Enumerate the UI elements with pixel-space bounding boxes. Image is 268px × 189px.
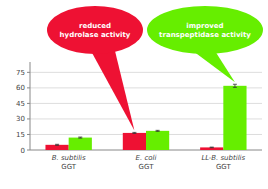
category-label-line: B. subtilis: [52, 154, 86, 162]
category-label: E. coliGGT: [136, 154, 157, 171]
tick-label: 0: [21, 147, 25, 155]
annotation: reducedhydrolase activity: [60, 22, 131, 39]
category-label-line: E. coli: [136, 154, 157, 162]
bar: [223, 86, 246, 150]
error-bar: [156, 130, 160, 131]
speech-bubble: [147, 6, 263, 54]
y-axis: [30, 62, 31, 150]
chart: 01530456075B. subtilisGGTE. coliGGTLL-B.…: [0, 0, 268, 189]
bar: [200, 147, 223, 150]
error-bar: [210, 147, 214, 149]
error-bar: [132, 132, 136, 133]
error-bar: [55, 144, 59, 145]
speech-bubble: [47, 6, 143, 54]
tick-label: 45: [16, 100, 25, 108]
tick-label: 75: [16, 69, 25, 77]
tick-label: 15: [16, 131, 25, 139]
tick-label: 60: [16, 84, 25, 92]
annotation: improvedtranspeptidase activity: [159, 22, 251, 39]
annotation-line: improved: [186, 22, 223, 30]
bubble-tail: [91, 51, 134, 130]
category-label-line: GGT: [216, 163, 232, 171]
category-label-line: GGT: [139, 163, 155, 171]
bar: [45, 145, 68, 150]
bubble-tail: [193, 51, 235, 82]
error-bar: [233, 84, 237, 87]
annotation-line: hydrolase activity: [60, 31, 131, 39]
category-label-line: LL-B. subtilis: [201, 154, 245, 162]
bar: [123, 133, 146, 150]
error-bar: [78, 137, 82, 138]
category-label: LL-B. subtilisGGT: [201, 154, 245, 171]
category-label-line: GGT: [61, 163, 77, 171]
plot-area: [45, 84, 246, 150]
bar: [69, 138, 92, 150]
category-label: B. subtilisGGT: [52, 154, 86, 171]
tick-label: 30: [16, 115, 25, 123]
annotation-line: transpeptidase activity: [159, 31, 251, 39]
annotation-line: reduced: [79, 22, 111, 30]
bar: [146, 131, 169, 150]
